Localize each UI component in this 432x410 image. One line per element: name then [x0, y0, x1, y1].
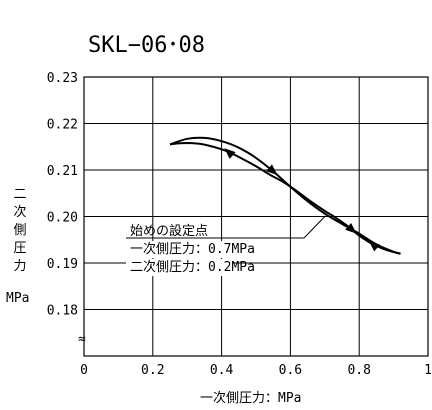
annotation-line: 一次側圧力：0.7MPa — [130, 241, 255, 257]
y-tick-label: 0.18 — [47, 304, 78, 319]
x-tick-label: 0.4 — [210, 363, 234, 378]
x-tick-label: 1 — [424, 363, 432, 378]
annotation-line: 始めの設定点 — [130, 223, 208, 239]
annotation-line: 二次側圧力：0.2MPa — [130, 259, 255, 275]
x-tick-label: 0.6 — [279, 363, 302, 378]
x-tick-label: 0.2 — [141, 363, 164, 378]
y-axis-ticks: 0.23 0.22 0.21 0.20 0.19 0.18 — [47, 71, 78, 319]
y-axis-label: 二次側圧力 — [13, 187, 26, 274]
y-tick-label: 0.20 — [47, 211, 78, 226]
direction-arrows — [224, 148, 381, 252]
x-tick-label: 0.8 — [347, 363, 370, 378]
direction-arrow — [345, 223, 357, 234]
axis-break-symbol: ≈ — [78, 332, 86, 347]
y-axis-label-char: 側 — [13, 223, 26, 238]
series-layer — [169, 136, 401, 255]
y-tick-label: 0.19 — [47, 257, 78, 272]
y-tick-label: 0.22 — [47, 118, 78, 133]
annotation-leader-line — [303, 216, 326, 239]
y-tick-label: 0.21 — [47, 164, 78, 179]
y-axis-label-char: 次 — [13, 204, 26, 220]
x-tick-label: 0 — [80, 363, 88, 378]
chart-title: SKL−06･08 — [88, 33, 205, 58]
y-axis-label-char: 圧 — [13, 241, 26, 256]
x-axis-ticks: 0 0.2 0.4 0.6 0.8 1 — [80, 363, 432, 378]
direction-arrow — [224, 148, 236, 159]
y-axis-label-char: 二 — [13, 187, 26, 202]
direction-arrow — [266, 164, 278, 175]
plot-area — [83, 76, 429, 357]
grid-lines — [84, 77, 428, 356]
x-axis-label: 一次側圧力：MPa — [200, 390, 301, 406]
direction-arrow — [368, 240, 381, 252]
y-tick-label: 0.23 — [47, 71, 78, 86]
annotation-label-bg — [126, 241, 233, 258]
y-axis-unit: MPa — [6, 291, 29, 306]
y-axis-label-char: 力 — [13, 259, 26, 274]
annotation-label-bg — [126, 259, 233, 276]
series-line-2 — [169, 141, 401, 255]
